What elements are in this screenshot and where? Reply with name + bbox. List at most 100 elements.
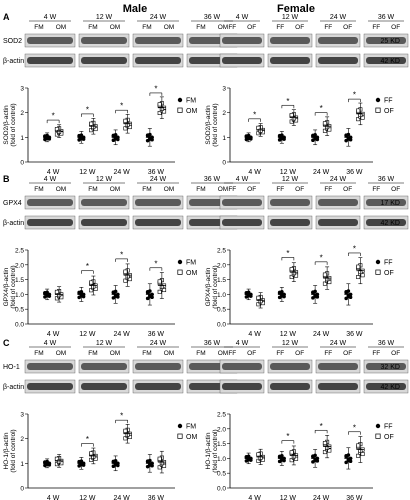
blot-band (135, 57, 181, 64)
y-tick-label: 0 (20, 486, 24, 493)
y-tick-label: 0.0 (217, 322, 226, 329)
y-tick-label: 2 (222, 110, 226, 117)
kd-label: 42 KD (381, 384, 400, 391)
data-point-treated (289, 267, 294, 272)
blot-actin-label: β-actin (3, 220, 24, 227)
data-point-treated (89, 280, 94, 285)
lane-label: FM (196, 186, 205, 193)
x-tick-label: 36 W (148, 331, 165, 338)
lane-label: FM (88, 350, 97, 357)
legend-marker-treated (177, 433, 183, 439)
lane-label: OF (295, 24, 304, 31)
lane-label: FF (228, 350, 236, 357)
data-point-control (111, 459, 116, 464)
data-point-control (111, 133, 116, 138)
blot-week-label: 4 W (44, 176, 57, 183)
y-tick-label: 2.5 (217, 248, 226, 255)
legend-label: FF (384, 98, 393, 105)
lane-label: FF (228, 186, 236, 193)
sig-asterisk: * (320, 104, 323, 113)
x-tick-label: 4 W (47, 495, 60, 500)
data-point-treated (157, 279, 162, 284)
lane-label: FM (196, 24, 205, 31)
blot-band (222, 363, 262, 370)
y-tick-label: 0.5 (217, 471, 226, 478)
x-tick-label: 12 W (79, 495, 96, 500)
blot-band (270, 219, 310, 226)
data-point-treated (89, 288, 94, 293)
lane-label: OM (56, 24, 66, 31)
y-tick-label: 0.0 (217, 486, 226, 493)
y-tick-label: 1 (222, 135, 226, 142)
blot-week-label: 36 W (378, 14, 395, 21)
sig-asterisk: * (120, 412, 123, 421)
data-point-control (311, 290, 315, 294)
y-tick-label: 1 (20, 135, 24, 142)
y-tick-label: 0 (222, 160, 226, 167)
blot-band (135, 199, 181, 206)
y-tick-label: 1.0 (15, 292, 24, 299)
legend-label: FF (384, 424, 393, 431)
blot-band (270, 37, 310, 44)
panel-letter: C (3, 338, 10, 348)
y-tick-label: 3 (222, 86, 226, 93)
data-point-treated (54, 127, 59, 132)
lane-label: OF (295, 350, 304, 357)
y-tick-label: 2 (20, 436, 24, 443)
lane-label: FF (372, 350, 380, 357)
legend-label: OM (186, 270, 197, 277)
x-tick-label: 24 W (313, 495, 330, 500)
x-tick-label: 36 W (346, 495, 363, 500)
sig-asterisk: * (320, 422, 323, 431)
lane-label: FM (34, 350, 43, 357)
legend-marker-control (177, 423, 183, 429)
x-tick-label: 24 W (313, 169, 330, 176)
x-tick-label: 12 W (280, 331, 297, 338)
blot-band (222, 57, 262, 64)
legend-label: OF (384, 434, 394, 441)
data-point-control (111, 290, 116, 294)
data-point-treated (289, 450, 294, 455)
x-tick-label: 24 W (313, 331, 330, 338)
lane-label: FM (196, 350, 205, 357)
data-point-treated (322, 281, 327, 286)
sig-asterisk: * (120, 250, 123, 259)
x-tick-label: 12 W (280, 495, 297, 500)
blot-week-label: 24 W (330, 176, 347, 183)
legend-marker-control (375, 259, 381, 265)
lane-label: OM (110, 350, 120, 357)
blot-band (318, 363, 358, 370)
data-point-treated (157, 456, 162, 461)
blot-band (81, 363, 127, 370)
data-point-treated (327, 280, 332, 285)
blot-band (27, 363, 73, 370)
male-header: Male (123, 3, 147, 15)
blot-band (27, 219, 73, 226)
lane-label: FM (142, 350, 151, 357)
data-point-treated (360, 115, 365, 120)
data-point-treated (157, 289, 162, 294)
data-point-treated (256, 452, 261, 457)
data-point-treated (157, 465, 162, 470)
lane-label: FM (88, 186, 97, 193)
blot-band (135, 37, 181, 44)
data-point-control (145, 290, 150, 294)
y-tick-label: 2.0 (15, 262, 24, 269)
lane-label: FF (228, 24, 236, 31)
data-point-treated (294, 456, 299, 461)
y-axis-sublabel: (fold of control) (212, 103, 219, 146)
lane-label: OM (218, 24, 228, 31)
x-tick-label: 36 W (148, 495, 165, 500)
data-point-treated (256, 125, 261, 130)
x-tick-label: 24 W (113, 331, 130, 338)
legend-marker-treated (177, 269, 183, 275)
x-tick-label: 4 W (47, 331, 60, 338)
legend-marker-treated (375, 107, 381, 113)
blot-band (222, 383, 262, 390)
blot-band (81, 57, 127, 64)
data-point-treated (89, 451, 94, 456)
female-header: Female (277, 3, 315, 15)
data-point-control (311, 454, 315, 458)
lane-label: OF (295, 186, 304, 193)
lane-label: FM (34, 186, 43, 193)
